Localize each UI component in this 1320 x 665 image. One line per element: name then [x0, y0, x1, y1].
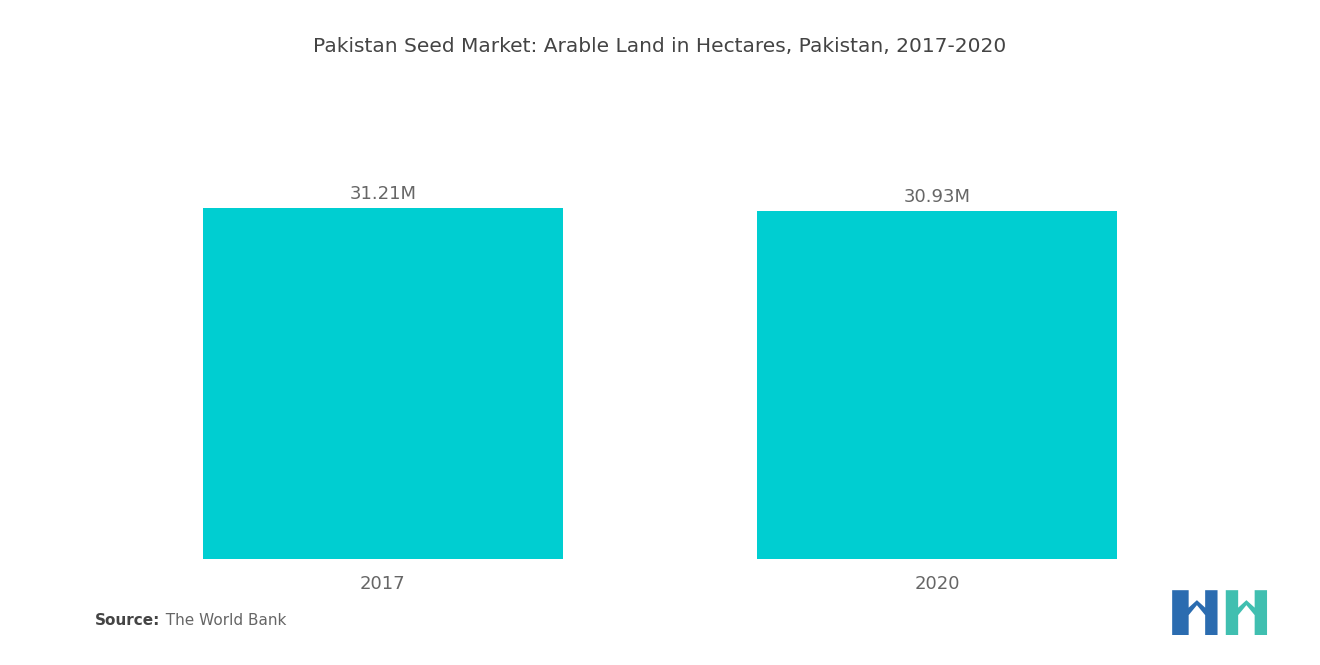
- Bar: [203, 207, 562, 559]
- Bar: [758, 211, 1117, 559]
- Polygon shape: [1226, 591, 1267, 635]
- Polygon shape: [1172, 591, 1217, 635]
- Text: The World Bank: The World Bank: [156, 613, 286, 628]
- Text: 31.21M: 31.21M: [350, 186, 416, 203]
- Text: 30.93M: 30.93M: [904, 188, 970, 206]
- Text: Source:: Source:: [95, 613, 161, 628]
- Text: Pakistan Seed Market: Arable Land in Hectares, Pakistan, 2017-2020: Pakistan Seed Market: Arable Land in Hec…: [313, 37, 1007, 56]
